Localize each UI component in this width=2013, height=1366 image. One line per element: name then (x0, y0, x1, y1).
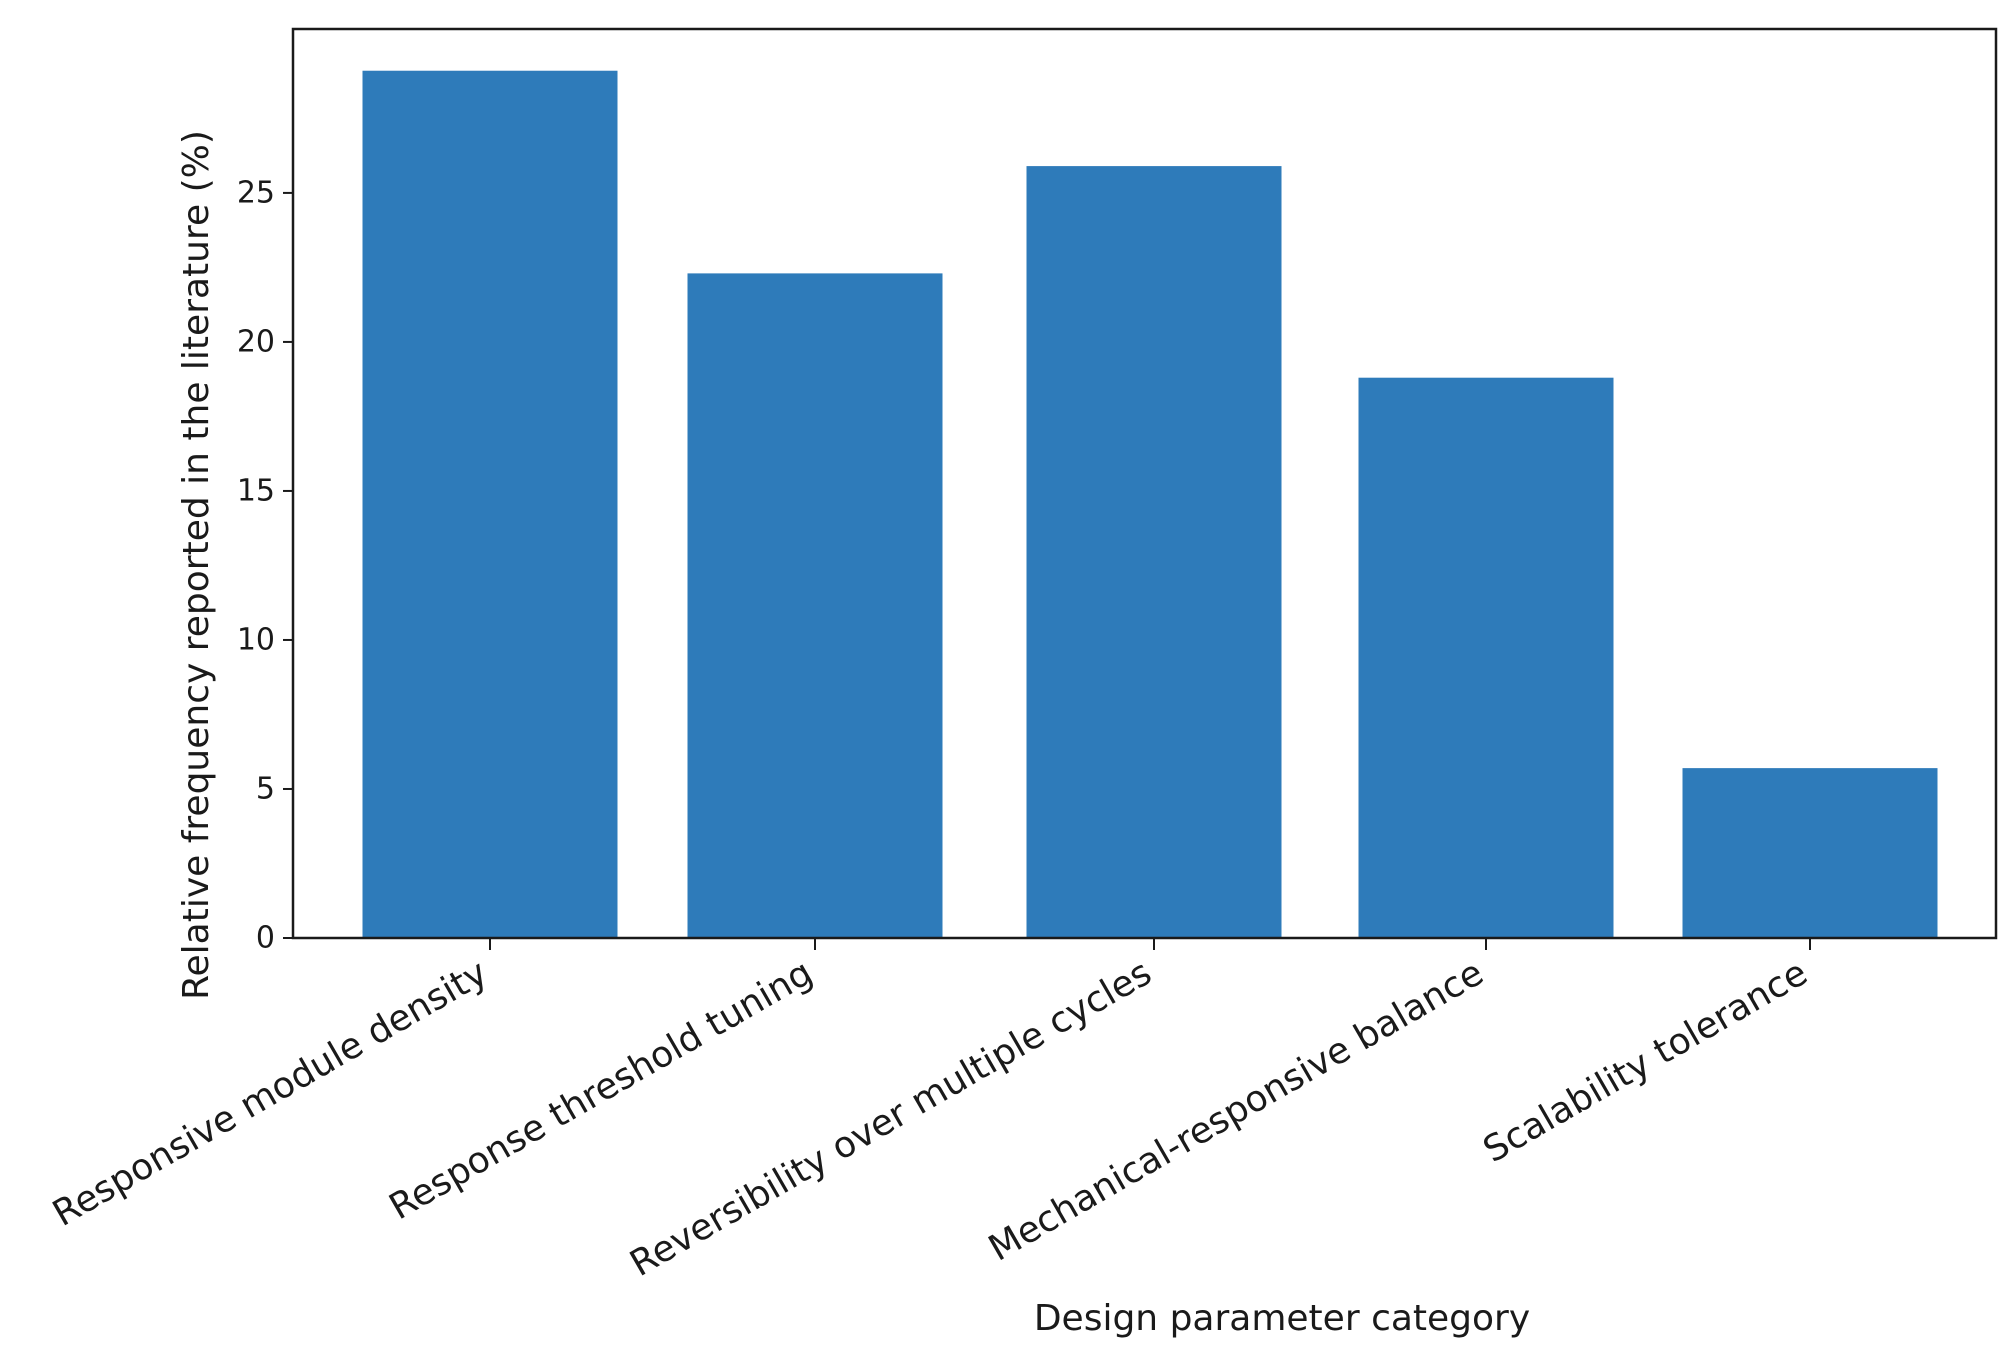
bar-4 (1682, 768, 1938, 938)
bar-3 (1358, 377, 1614, 938)
y-tick-label-2: 10 (237, 622, 275, 657)
y-tick-label-1: 5 (256, 771, 275, 806)
y-tick-label-3: 15 (237, 473, 275, 508)
bar-2 (1026, 166, 1282, 938)
bar-0 (362, 70, 618, 938)
y-axis-ticks: 0 5 10 15 20 25 (237, 175, 293, 956)
y-tick-label-5: 25 (237, 175, 275, 210)
y-tick-label-4: 20 (237, 324, 275, 359)
y-axis-label: Relative frequency reported in the liter… (176, 130, 217, 1000)
plot-area-frame (291, 27, 1998, 940)
y-tick-label-0: 0 (256, 921, 275, 956)
bar-1 (687, 273, 943, 939)
x-axis-label: Design parameter category (1034, 1298, 1530, 1339)
bars-layer (362, 70, 1938, 939)
